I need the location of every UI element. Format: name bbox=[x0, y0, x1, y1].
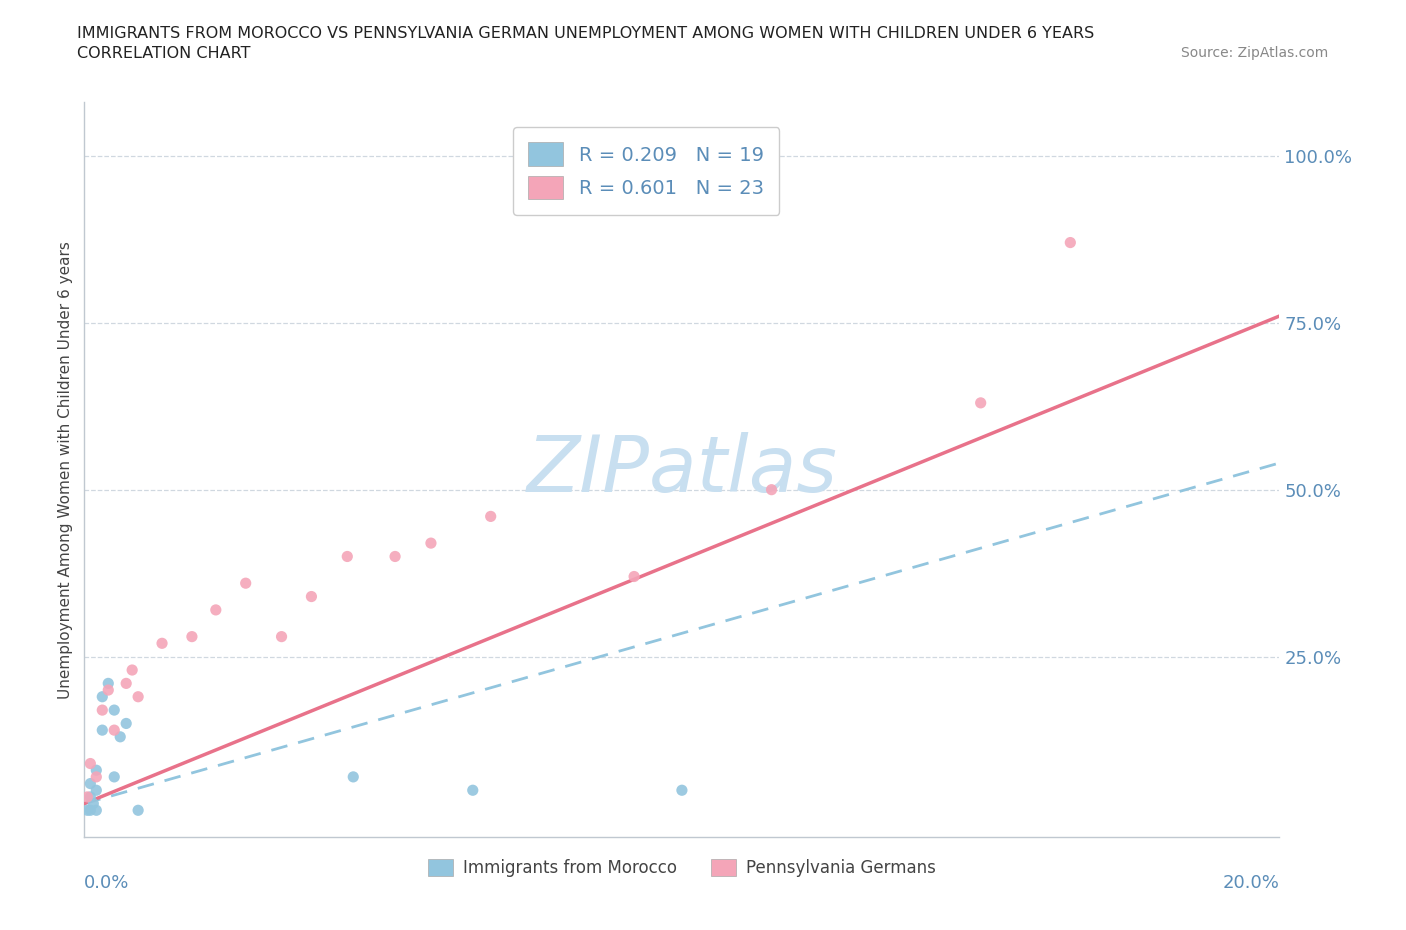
Text: ZIPatlas: ZIPatlas bbox=[526, 432, 838, 508]
Point bbox=[103, 703, 125, 718]
Text: Source: ZipAtlas.com: Source: ZipAtlas.com bbox=[1181, 46, 1329, 60]
Point bbox=[79, 756, 101, 771]
Point bbox=[79, 790, 101, 804]
Point bbox=[86, 769, 108, 784]
Point bbox=[97, 683, 120, 698]
Point bbox=[79, 777, 101, 791]
Y-axis label: Unemployment Among Women with Children Under 6 years: Unemployment Among Women with Children U… bbox=[58, 241, 73, 698]
Point bbox=[205, 603, 228, 618]
Point bbox=[86, 783, 108, 798]
Point bbox=[420, 536, 443, 551]
Point bbox=[150, 636, 173, 651]
Point bbox=[115, 676, 138, 691]
Point bbox=[76, 790, 98, 804]
Point bbox=[235, 576, 257, 591]
Point bbox=[86, 763, 108, 777]
Point bbox=[671, 783, 693, 798]
Point bbox=[91, 723, 114, 737]
Point bbox=[301, 589, 323, 604]
Text: 0.0%: 0.0% bbox=[84, 874, 129, 892]
Point bbox=[103, 769, 125, 784]
Point bbox=[127, 689, 149, 704]
Point bbox=[103, 723, 125, 737]
Text: 20.0%: 20.0% bbox=[1223, 874, 1279, 892]
Point bbox=[79, 803, 101, 817]
Point bbox=[761, 483, 783, 498]
Point bbox=[181, 630, 204, 644]
Point bbox=[82, 796, 104, 811]
Point bbox=[1059, 235, 1081, 250]
Point bbox=[86, 803, 108, 817]
Point bbox=[91, 703, 114, 718]
Point bbox=[623, 569, 645, 584]
Point bbox=[91, 689, 114, 704]
Text: IMMIGRANTS FROM MOROCCO VS PENNSYLVANIA GERMAN UNEMPLOYMENT AMONG WOMEN WITH CHI: IMMIGRANTS FROM MOROCCO VS PENNSYLVANIA … bbox=[77, 26, 1095, 41]
Legend: Immigrants from Morocco, Pennsylvania Germans: Immigrants from Morocco, Pennsylvania Ge… bbox=[422, 852, 942, 883]
Point bbox=[270, 630, 292, 644]
Point bbox=[121, 662, 143, 677]
Point bbox=[970, 395, 993, 410]
Point bbox=[461, 783, 484, 798]
Point bbox=[110, 729, 132, 744]
Point bbox=[127, 803, 149, 817]
Point bbox=[76, 803, 98, 817]
Point bbox=[384, 549, 406, 564]
Point bbox=[336, 549, 359, 564]
Point bbox=[479, 509, 502, 524]
Point bbox=[97, 676, 120, 691]
Point bbox=[115, 716, 138, 731]
Text: CORRELATION CHART: CORRELATION CHART bbox=[77, 46, 250, 61]
Point bbox=[342, 769, 364, 784]
